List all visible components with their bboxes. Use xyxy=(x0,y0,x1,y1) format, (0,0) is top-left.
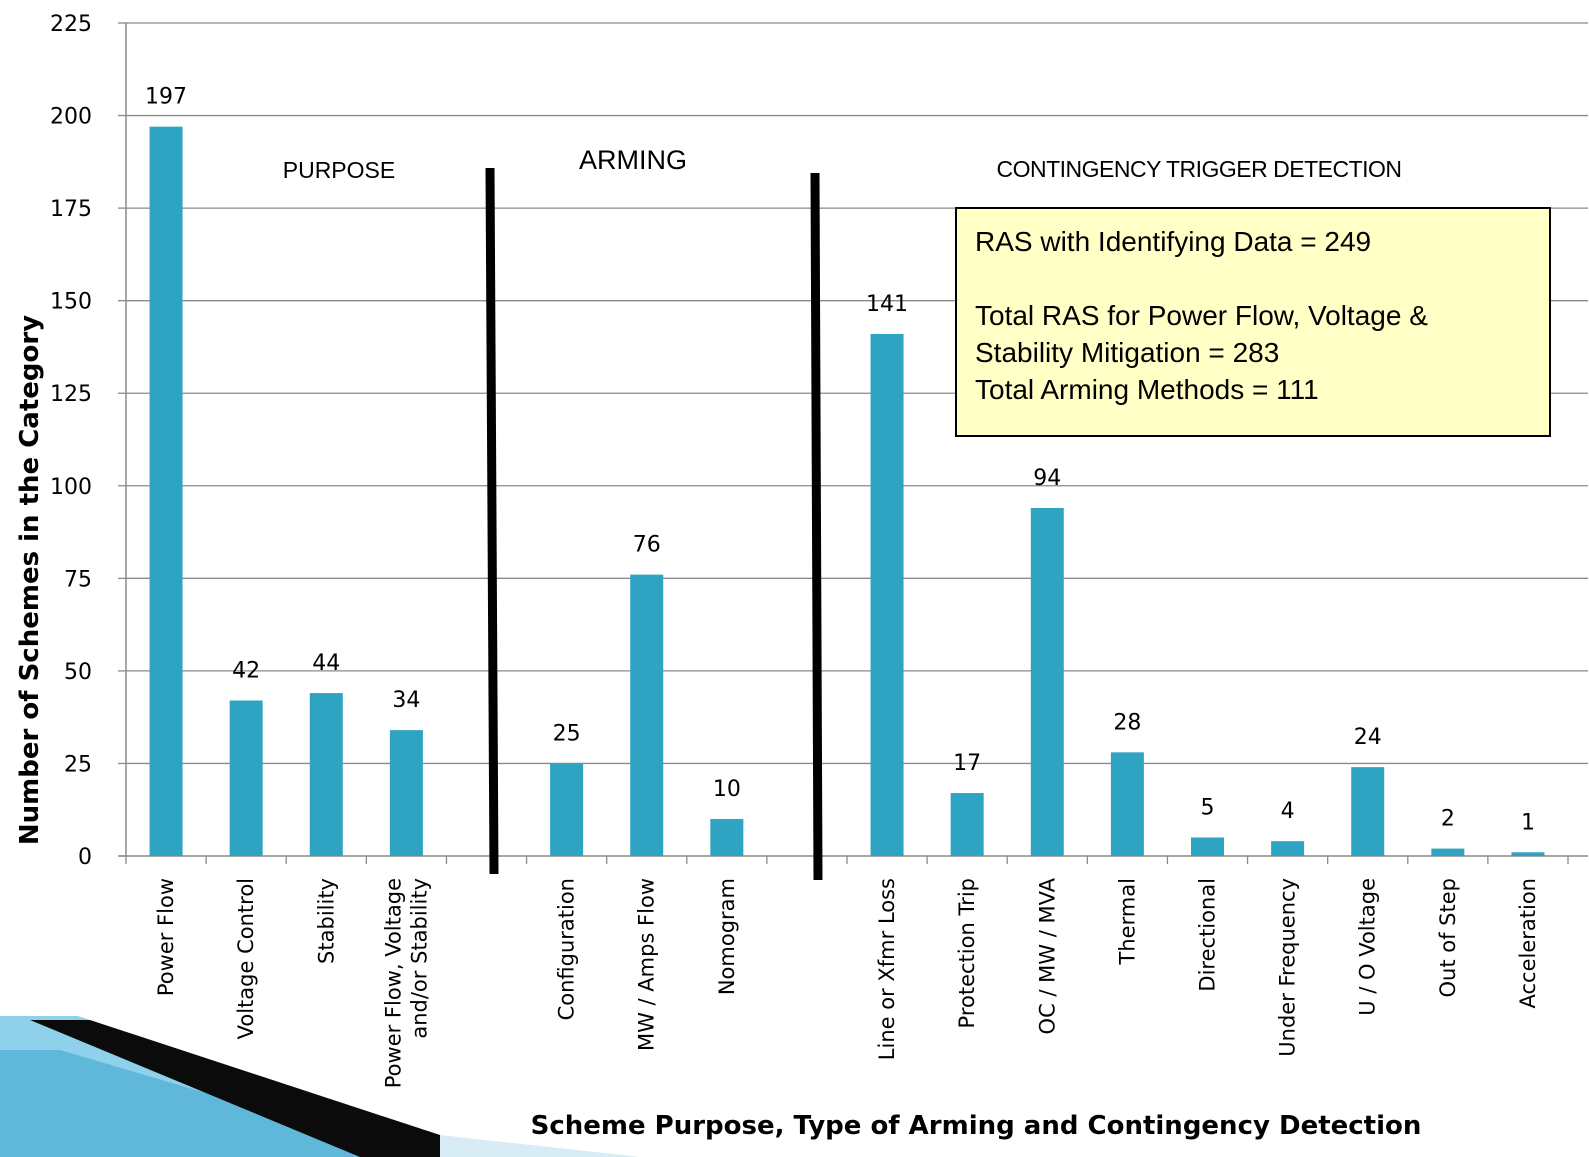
category-label: Thermal xyxy=(1115,878,1139,965)
section-label-contingency: CONTINGENCY TRIGGER DETECTION xyxy=(996,156,1401,182)
bar xyxy=(229,700,263,856)
bar xyxy=(550,763,584,856)
section-label-arming: ARMING xyxy=(579,145,687,175)
section-label-purpose: PURPOSE xyxy=(283,157,395,183)
data-labels: 197 42 44 34 25 76 10 141 17 94 28 5 4 24 2 1 xyxy=(145,85,1535,836)
bar xyxy=(309,693,343,856)
data-label: 4 xyxy=(1281,799,1295,824)
category-label: Line or Xfmr Loss xyxy=(875,878,899,1060)
info-line-arming-methods: Total Arming Methods = 111 xyxy=(975,374,1319,405)
bar xyxy=(1030,507,1064,856)
y-tick-label: 75 xyxy=(64,567,92,592)
category-label: U / O Voltage xyxy=(1356,878,1380,1016)
bar xyxy=(149,126,183,856)
y-tick-label: 200 xyxy=(50,105,92,130)
category-label: MW / Amps Flow xyxy=(635,878,659,1051)
bar xyxy=(1271,841,1305,856)
bar xyxy=(1431,848,1465,856)
bar xyxy=(1351,767,1385,856)
y-tick-label: 0 xyxy=(78,845,92,870)
category-label: Power Flow, Voltage xyxy=(381,878,405,1088)
data-label: 17 xyxy=(953,751,981,776)
info-line-stability: Stability Mitigation = 283 xyxy=(975,337,1280,368)
data-label: 76 xyxy=(633,533,661,558)
category-label: OC / MW / MVA xyxy=(1035,877,1059,1034)
y-tick-label: 50 xyxy=(64,660,92,685)
y-axis-title: Number of Schemes in the Category xyxy=(15,315,45,845)
section-divider-contingency xyxy=(810,172,823,881)
category-label: Nomogram xyxy=(715,878,739,995)
data-label: 5 xyxy=(1201,795,1215,820)
bar xyxy=(1110,752,1144,856)
bar xyxy=(630,574,664,856)
y-tick-label: 175 xyxy=(50,197,92,222)
category-label: Under Frequency xyxy=(1276,878,1300,1057)
category-label: Acceleration xyxy=(1516,878,1540,1009)
bar xyxy=(870,333,904,856)
category-label: Directional xyxy=(1196,878,1220,992)
summary-info-box: RAS with Identifying Data = 249 Total RA… xyxy=(955,207,1551,437)
data-label: 42 xyxy=(232,659,260,684)
category-label: Voltage Control xyxy=(234,878,258,1039)
x-axis-title: Scheme Purpose, Type of Arming and Conti… xyxy=(531,1111,1422,1141)
bar xyxy=(1511,852,1545,856)
y-tick-label: 225 xyxy=(50,12,92,37)
data-label: 1 xyxy=(1521,810,1535,835)
data-label: 44 xyxy=(312,651,340,676)
y-tick-label: 100 xyxy=(50,475,92,500)
category-labels: Power Flow Voltage Control Stability Power … xyxy=(154,877,1540,1088)
category-label: Configuration xyxy=(555,878,579,1020)
data-label: 10 xyxy=(713,777,741,802)
bar xyxy=(389,730,423,856)
category-label: Stability xyxy=(314,878,338,964)
y-tick-label: 125 xyxy=(50,382,92,407)
section-dividers xyxy=(485,167,823,881)
info-line-total-ras: Total RAS for Power Flow, Voltage & xyxy=(975,300,1428,331)
category-label: Power Flow xyxy=(154,878,178,996)
data-label: 141 xyxy=(866,292,908,317)
section-divider-arming xyxy=(485,167,499,875)
category-label: and/or Stability xyxy=(407,878,431,1039)
category-label: Out of Step xyxy=(1436,878,1460,997)
bar xyxy=(950,793,984,856)
y-tick-label: 150 xyxy=(50,290,92,315)
data-label: 28 xyxy=(1113,710,1141,735)
data-label: 25 xyxy=(553,721,581,746)
info-line-ras-identifying: RAS with Identifying Data = 249 xyxy=(975,226,1372,257)
data-label: 197 xyxy=(145,85,187,110)
bar xyxy=(1191,837,1224,856)
category-label: Protection Trip xyxy=(955,878,979,1028)
slide-arrow-decoration xyxy=(0,1016,640,1157)
bar xyxy=(710,818,744,856)
data-label: 24 xyxy=(1354,725,1382,750)
info-gap xyxy=(975,260,1531,297)
data-label: 34 xyxy=(392,688,420,713)
data-label: 94 xyxy=(1033,466,1061,491)
bars xyxy=(149,126,1545,856)
y-tick-label: 25 xyxy=(64,752,92,777)
data-label: 2 xyxy=(1441,807,1455,832)
